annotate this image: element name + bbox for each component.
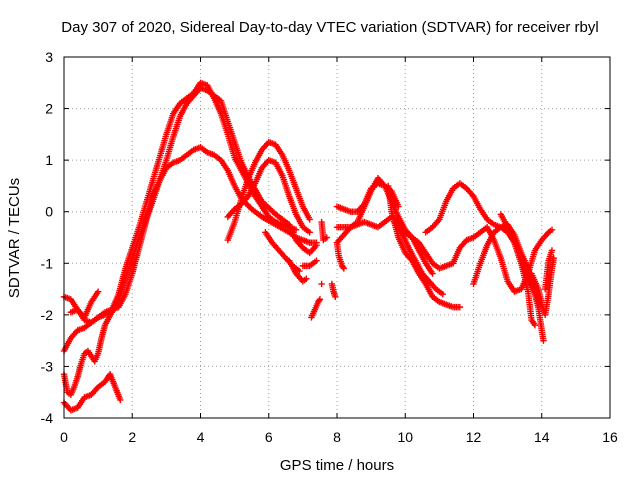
x-tick-label: 12 [466,429,482,445]
x-tick-label: 0 [60,429,68,445]
data-point [318,280,325,288]
data-point [117,396,124,404]
data-point [540,337,547,344]
y-tick-label: 0 [45,204,53,220]
data-point [332,293,339,301]
data-point [94,288,102,295]
data-point [548,226,556,233]
y-tick-label: -4 [41,410,54,426]
data-point [303,275,310,282]
data-point [531,321,539,329]
series-13 [318,218,330,244]
series-2 [60,84,320,398]
y-tick-label: 1 [45,152,53,168]
x-tick-label: 14 [534,429,550,445]
series-22 [449,223,556,295]
data-point [313,239,320,246]
series-6 [224,156,313,236]
data-point [315,297,323,304]
x-tick-label: 4 [197,429,205,445]
x-tick-label: 8 [333,429,341,445]
x-tick-label: 16 [602,429,618,445]
series-15 [333,239,348,272]
data-point [306,216,313,223]
x-tick-label: 2 [128,429,136,445]
series-25 [528,254,557,319]
data-point [296,267,303,275]
data-point [548,247,556,254]
x-axis-label: GPS time / hours [280,457,394,474]
series-7 [224,138,313,244]
x-tick-label: 10 [397,429,413,445]
series-1 [60,370,124,414]
grid-layer [64,57,610,418]
data-point [323,234,330,241]
series-20 [391,218,446,298]
data-point [439,291,446,298]
series-24 [497,211,539,329]
data-point [313,257,320,264]
data-point [306,229,313,236]
series-26 [541,247,556,293]
y-axis-label: SDTVAR / TECUs [6,178,23,298]
x-tick-label: 6 [265,429,273,445]
series-11 [308,296,324,321]
y-tick-label: 3 [45,49,53,65]
data-point [340,265,348,272]
series-14 [328,280,339,301]
y-tick-label: -3 [41,358,54,374]
data-points [60,79,557,414]
data-point [292,226,300,233]
y-tick-label: -2 [41,307,54,323]
chart-title: Day 307 of 2020, Sidereal Day-to-day VTE… [61,19,598,36]
series-10 [299,257,320,270]
data-point [316,296,324,303]
y-tick-label: 2 [45,101,53,117]
series-5 [67,288,102,321]
data-point [339,263,347,271]
y-tick-label: -1 [41,255,54,271]
series-12 [318,280,325,288]
series-9 [286,257,310,285]
data-point [429,270,436,277]
data-point [456,303,464,311]
